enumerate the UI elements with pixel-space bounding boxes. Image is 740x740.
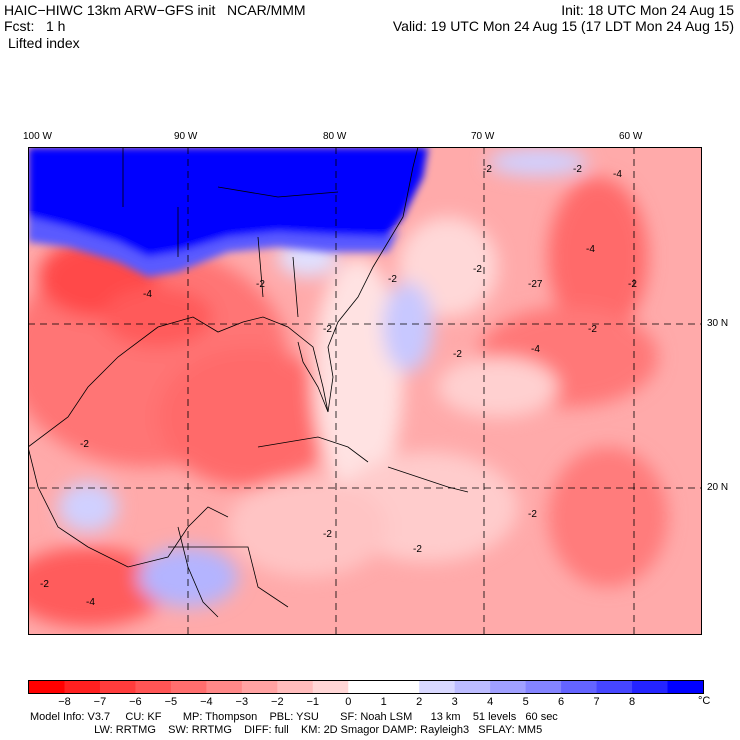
contour-label: -2 (628, 279, 637, 290)
colorbar-tick-label: 6 (558, 696, 565, 708)
contour-label: -2 (573, 164, 582, 175)
colorbar-tick-label: 4 (487, 696, 494, 708)
contour-label: -4 (531, 344, 540, 355)
coastlines (28, 147, 469, 618)
colorbar-swatch (170, 680, 207, 694)
contour-label: -2 (323, 324, 332, 335)
colorbar-tick-label: 7 (593, 696, 600, 708)
colorbar-swatch (667, 680, 704, 694)
contour-label: -4 (586, 244, 595, 255)
colorbar-swatch (632, 680, 669, 694)
colorbar-tick-label: −8 (58, 696, 71, 708)
contour-label: -4 (143, 289, 152, 300)
colorbar-swatch (99, 680, 136, 694)
lat-label-20n: 20 N (707, 482, 729, 493)
contour-label: -2 (453, 349, 462, 360)
lon-label-80w: 80 W (323, 131, 347, 142)
colorbar-tick-label: 0 (345, 696, 352, 708)
stable-region (28, 147, 428, 277)
colorbar-tick-label: −4 (200, 696, 213, 708)
colorbar-swatch (206, 680, 243, 694)
lon-label-100w: 100 W (23, 131, 52, 142)
colorbar-tick-label: 2 (416, 696, 423, 708)
contour-label: -2 (80, 439, 89, 450)
colorbar-swatch (241, 680, 278, 694)
footer-model-info: Model Info: V3.7 CU: KF MP: Thompson PBL… (30, 711, 558, 723)
colorbar-tick-label: −2 (271, 696, 284, 708)
contour-label: -4 (86, 597, 95, 608)
li-field (28, 148, 668, 627)
colorbar-swatch (29, 680, 65, 694)
contour-label: -2 (413, 544, 422, 555)
init-time: Init: 18 UTC Mon 24 Aug 15 (561, 2, 734, 18)
colorbar-swatch (454, 680, 491, 694)
map-frame (28, 147, 702, 635)
contour-label: -2 (483, 164, 492, 175)
contour-label: -2 (528, 509, 537, 520)
colorbar-swatch (348, 680, 385, 694)
colorbar-unit: °C (698, 695, 711, 707)
lat-lon-grid (28, 147, 702, 635)
lon-label-90w: 90 W (174, 131, 198, 142)
colorbar-swatch (490, 680, 527, 694)
colorbar-swatch (596, 680, 633, 694)
field-label: Lifted index (8, 35, 80, 51)
contour-label: -2 (388, 274, 397, 285)
contour-label: -4 (613, 169, 622, 180)
model-title: HAIC−HIWC 13km ARW−GFS init NCAR/MMM (4, 2, 306, 18)
colorbar-swatch (383, 680, 420, 694)
colorbar (28, 680, 704, 694)
colorbar-swatch (135, 680, 172, 694)
contour-label: -27 (528, 279, 543, 290)
colorbar-tick-label: 5 (522, 696, 529, 708)
colorbar-swatch (525, 680, 562, 694)
colorbar-swatch (277, 680, 314, 694)
colorbar-swatch (64, 680, 101, 694)
colorbar-swatch (561, 680, 598, 694)
colorbar-tick-label: 8 (628, 696, 636, 708)
contour-label: -2 (40, 579, 49, 590)
valid-time: Valid: 19 UTC Mon 24 Aug 15 (17 LDT Mon … (392, 18, 734, 34)
colorbar-swatch (419, 680, 456, 694)
colorbar-tick-label: −5 (164, 696, 178, 708)
contour-label: -2 (323, 529, 332, 540)
lifted-index-map: -2 -4 -2 -2 -2 -27 -2 -4 -2 -2 -4 -2 -2 … (28, 147, 702, 635)
colorbar-tick-label: 1 (380, 696, 387, 708)
lon-label-70w: 70 W (471, 131, 495, 142)
contour-label: -2 (473, 264, 482, 275)
colorbar-tick-label: −6 (129, 696, 142, 708)
colorbar-swatch (312, 680, 349, 694)
forecast-hour: Fcst: 1 h (4, 18, 66, 34)
colorbar-tick-label: 3 (451, 696, 458, 708)
contour-label: -2 (588, 324, 597, 335)
lon-label-60w: 60 W (619, 131, 643, 142)
colorbar-tick-label: −1 (306, 696, 320, 708)
contour-label: -2 (256, 279, 265, 290)
colorbar-tick-label: −3 (235, 696, 249, 708)
footer-physics-info: LW: RRTMG SW: RRTMG DIFF: full KM: 2D Sm… (30, 724, 543, 736)
lat-label-30n: 30 N (707, 318, 729, 329)
contour-label-group: -2 -4 -2 -2 -2 -27 -2 -4 -2 -2 -4 -2 -2 … (40, 164, 637, 608)
colorbar-frame (28, 680, 704, 694)
colorbar-tick-label: −7 (93, 696, 107, 708)
